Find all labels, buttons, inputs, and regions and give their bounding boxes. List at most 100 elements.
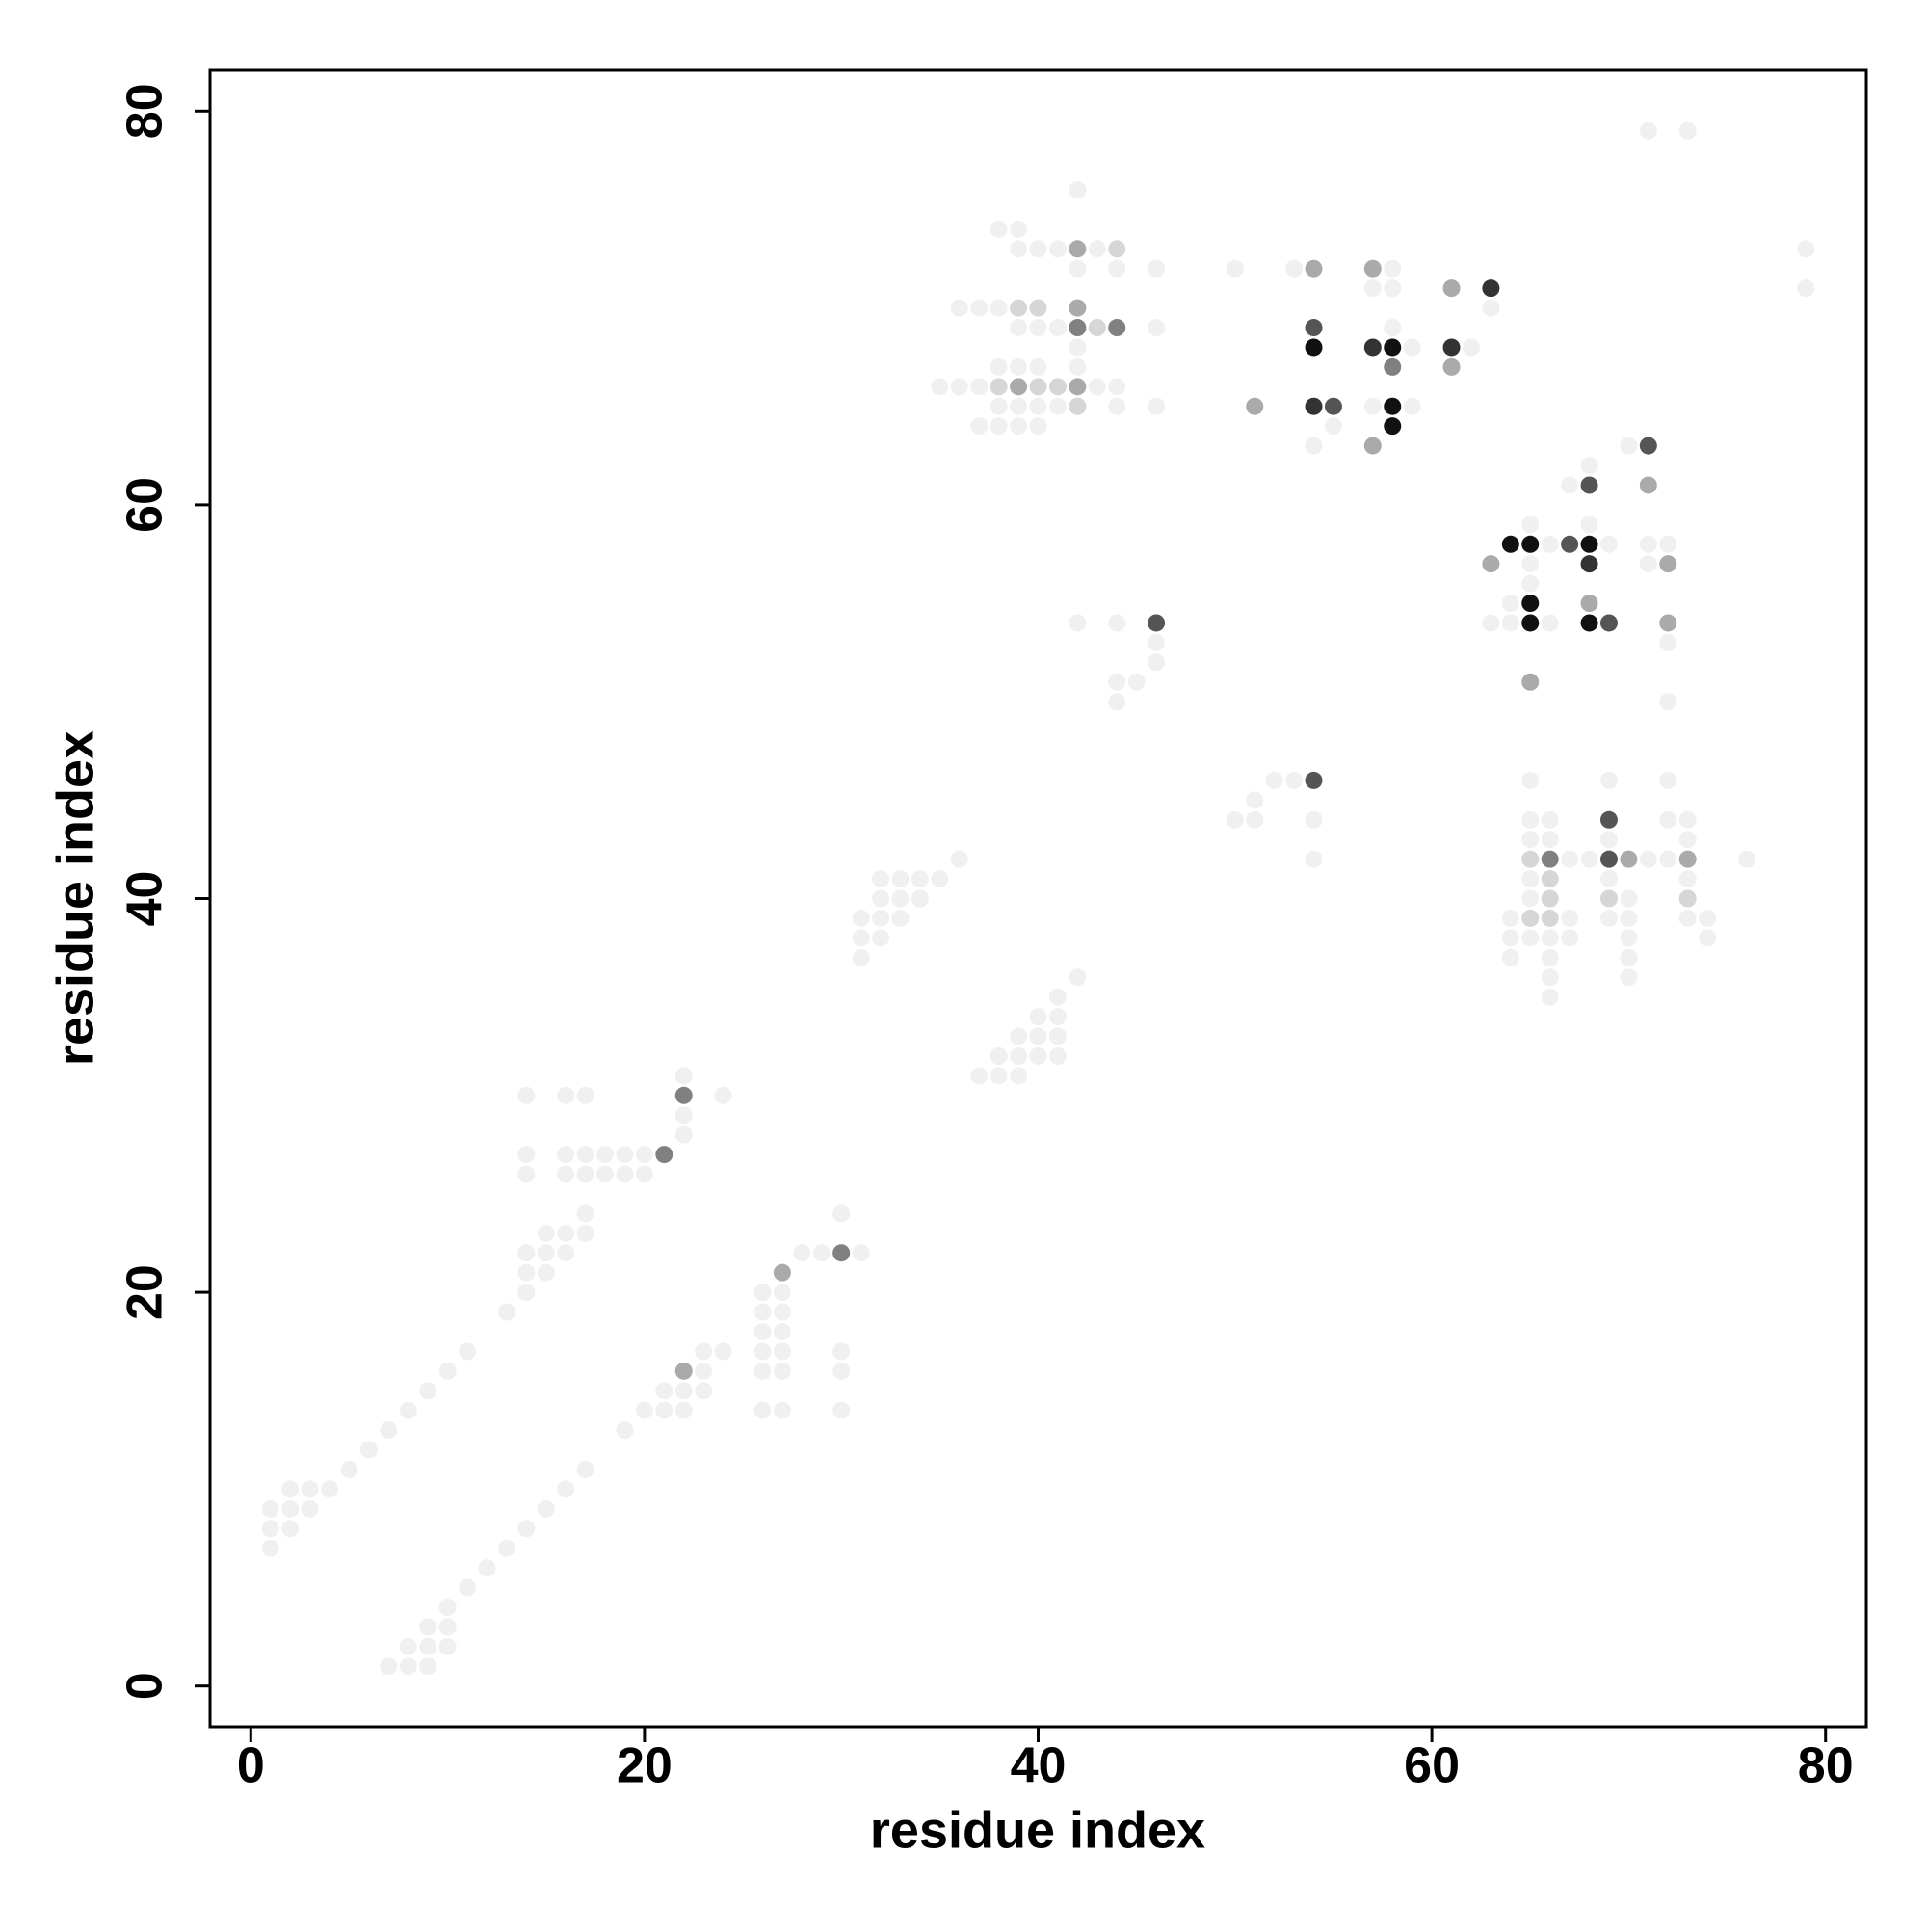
point [1599, 614, 1618, 632]
point [635, 1146, 653, 1164]
point [1442, 279, 1461, 298]
point [1048, 1046, 1067, 1065]
point [1265, 771, 1283, 789]
point [970, 378, 989, 396]
point [576, 1146, 594, 1164]
point [537, 1499, 555, 1518]
point [931, 378, 949, 396]
point [1108, 319, 1126, 337]
point [1580, 535, 1598, 553]
point [773, 1342, 791, 1361]
point [1599, 909, 1618, 927]
point [459, 1342, 477, 1361]
point [674, 1125, 693, 1144]
point [459, 1578, 477, 1597]
point [1620, 968, 1638, 987]
point [497, 1303, 515, 1321]
point [635, 1401, 653, 1419]
point [1599, 831, 1618, 849]
point [517, 1263, 536, 1282]
point [576, 1460, 594, 1478]
point [1246, 397, 1264, 415]
point [1599, 535, 1618, 553]
point [557, 1165, 575, 1183]
point [832, 1362, 851, 1380]
point [1659, 693, 1677, 711]
point [852, 909, 870, 927]
point [1108, 693, 1126, 711]
point [1305, 810, 1323, 829]
point [1029, 357, 1047, 376]
point [1148, 633, 1166, 651]
point [438, 1637, 457, 1655]
point [1521, 595, 1540, 613]
point [261, 1499, 279, 1518]
point [1108, 673, 1126, 691]
point [1029, 240, 1047, 258]
point [1541, 988, 1559, 1006]
point [1699, 929, 1717, 947]
point [1659, 771, 1677, 789]
point [1148, 614, 1166, 632]
point [616, 1146, 634, 1164]
point [1324, 397, 1342, 415]
point [872, 929, 890, 947]
point [1541, 948, 1559, 966]
point [517, 1086, 536, 1104]
point [931, 870, 949, 888]
point [674, 1067, 693, 1085]
point [1521, 771, 1540, 789]
point [1384, 319, 1402, 337]
point [1010, 357, 1028, 376]
point [1639, 535, 1657, 553]
point [1010, 1027, 1028, 1045]
point [773, 1303, 791, 1321]
point [419, 1637, 437, 1655]
y-axis-title: residue index [46, 730, 104, 1066]
point [1521, 535, 1540, 553]
point [557, 1244, 575, 1262]
point [674, 1106, 693, 1125]
point [576, 1086, 594, 1104]
point [1048, 1027, 1067, 1045]
point [1069, 614, 1087, 632]
point [1029, 397, 1047, 415]
point [1010, 220, 1028, 238]
point [1541, 614, 1559, 632]
point [872, 889, 890, 908]
point [596, 1146, 615, 1164]
point [1620, 889, 1638, 908]
point [1305, 437, 1323, 455]
point [674, 1362, 693, 1380]
point [1561, 476, 1579, 494]
point [1580, 555, 1598, 573]
point [557, 1146, 575, 1164]
point [891, 870, 910, 888]
point [714, 1086, 732, 1104]
point [1069, 378, 1087, 396]
point [872, 870, 890, 888]
point [1639, 850, 1657, 868]
y-tick-label: 40 [118, 871, 173, 927]
point [1108, 614, 1126, 632]
point [1010, 1067, 1028, 1085]
point [1541, 831, 1559, 849]
point [281, 1480, 300, 1498]
point [655, 1401, 673, 1419]
point [1108, 397, 1126, 415]
point [1580, 457, 1598, 475]
point [1501, 535, 1519, 553]
point [1678, 870, 1697, 888]
point [674, 1382, 693, 1400]
point [576, 1204, 594, 1223]
y-tick-label: 60 [118, 477, 173, 533]
point [1501, 929, 1519, 947]
point [1384, 279, 1402, 298]
point [753, 1303, 772, 1321]
point [1029, 417, 1047, 436]
point [1148, 653, 1166, 672]
point [399, 1657, 417, 1676]
point [1521, 614, 1540, 632]
point [419, 1618, 437, 1636]
